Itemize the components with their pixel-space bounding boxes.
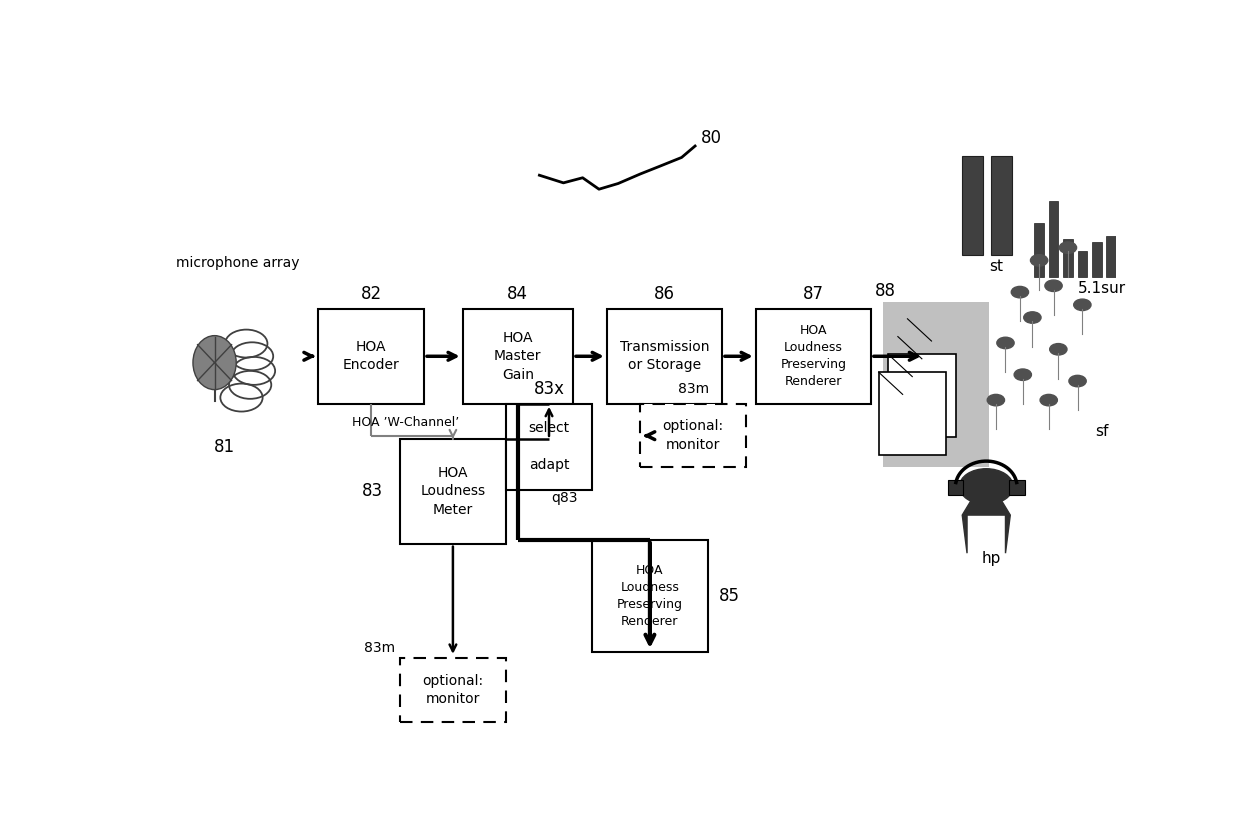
Text: q83: q83 xyxy=(551,492,578,506)
FancyBboxPatch shape xyxy=(640,404,746,468)
Text: 85: 85 xyxy=(719,587,740,605)
Bar xyxy=(991,156,1012,255)
Bar xyxy=(908,318,975,402)
Polygon shape xyxy=(962,499,1011,554)
Bar xyxy=(1106,236,1116,277)
Bar xyxy=(888,355,956,437)
Circle shape xyxy=(1012,286,1028,298)
Bar xyxy=(1034,223,1044,277)
Circle shape xyxy=(1014,369,1032,380)
Text: 82: 82 xyxy=(361,285,382,303)
Text: 5.1sur: 5.1sur xyxy=(1078,280,1126,295)
Text: 81: 81 xyxy=(213,437,234,455)
Bar xyxy=(1092,242,1101,277)
Bar xyxy=(947,479,963,495)
Text: 84: 84 xyxy=(507,285,528,303)
FancyBboxPatch shape xyxy=(319,309,424,404)
Text: select

adapt: select adapt xyxy=(528,422,569,472)
Text: 86: 86 xyxy=(653,285,675,303)
Bar xyxy=(879,372,946,455)
Bar xyxy=(898,337,965,419)
Bar xyxy=(962,156,983,255)
Text: st: st xyxy=(988,258,1003,274)
FancyBboxPatch shape xyxy=(463,309,573,404)
Circle shape xyxy=(1040,394,1058,406)
Text: HOA
Loudness
Preserving
Renderer: HOA Loudness Preserving Renderer xyxy=(780,324,846,389)
FancyBboxPatch shape xyxy=(401,439,506,544)
Bar xyxy=(1063,238,1073,277)
Bar xyxy=(1049,200,1058,277)
Text: HOA
Loudness
Preserving
Renderer: HOA Loudness Preserving Renderer xyxy=(618,564,683,628)
FancyBboxPatch shape xyxy=(401,658,506,722)
Circle shape xyxy=(1074,299,1091,310)
Circle shape xyxy=(987,394,1004,406)
Text: sf: sf xyxy=(1095,424,1109,439)
Circle shape xyxy=(1050,343,1066,355)
Text: HOA
Loudness
Meter: HOA Loudness Meter xyxy=(420,466,486,516)
Text: optional:
monitor: optional: monitor xyxy=(662,419,724,452)
Text: HOA ’W-Channel’: HOA ’W-Channel’ xyxy=(352,416,459,429)
FancyBboxPatch shape xyxy=(606,309,722,404)
Text: HOA
Master
Gain: HOA Master Gain xyxy=(494,331,542,382)
Circle shape xyxy=(1030,255,1048,266)
Text: microphone array: microphone array xyxy=(176,257,300,271)
Bar xyxy=(883,302,990,468)
Circle shape xyxy=(1059,242,1076,253)
Circle shape xyxy=(960,469,1013,504)
Bar xyxy=(1009,479,1024,495)
Text: Transmission
or Storage: Transmission or Storage xyxy=(620,340,709,372)
Circle shape xyxy=(1069,375,1086,387)
FancyBboxPatch shape xyxy=(755,309,870,404)
Text: optional:
monitor: optional: monitor xyxy=(423,673,484,706)
Text: 83: 83 xyxy=(362,483,383,500)
Circle shape xyxy=(1024,312,1042,323)
Text: 83m: 83m xyxy=(365,641,396,655)
Circle shape xyxy=(997,337,1014,349)
Text: 83m: 83m xyxy=(677,382,709,396)
Text: hp: hp xyxy=(981,551,1001,566)
Bar xyxy=(1078,252,1087,277)
Text: 87: 87 xyxy=(802,285,823,303)
FancyBboxPatch shape xyxy=(506,404,593,490)
FancyBboxPatch shape xyxy=(593,540,708,652)
Text: 80: 80 xyxy=(701,130,722,148)
Circle shape xyxy=(1045,280,1063,291)
Text: HOA
Encoder: HOA Encoder xyxy=(342,340,399,372)
Text: 83x: 83x xyxy=(533,380,564,398)
Text: 88: 88 xyxy=(875,282,895,300)
Ellipse shape xyxy=(193,336,236,389)
